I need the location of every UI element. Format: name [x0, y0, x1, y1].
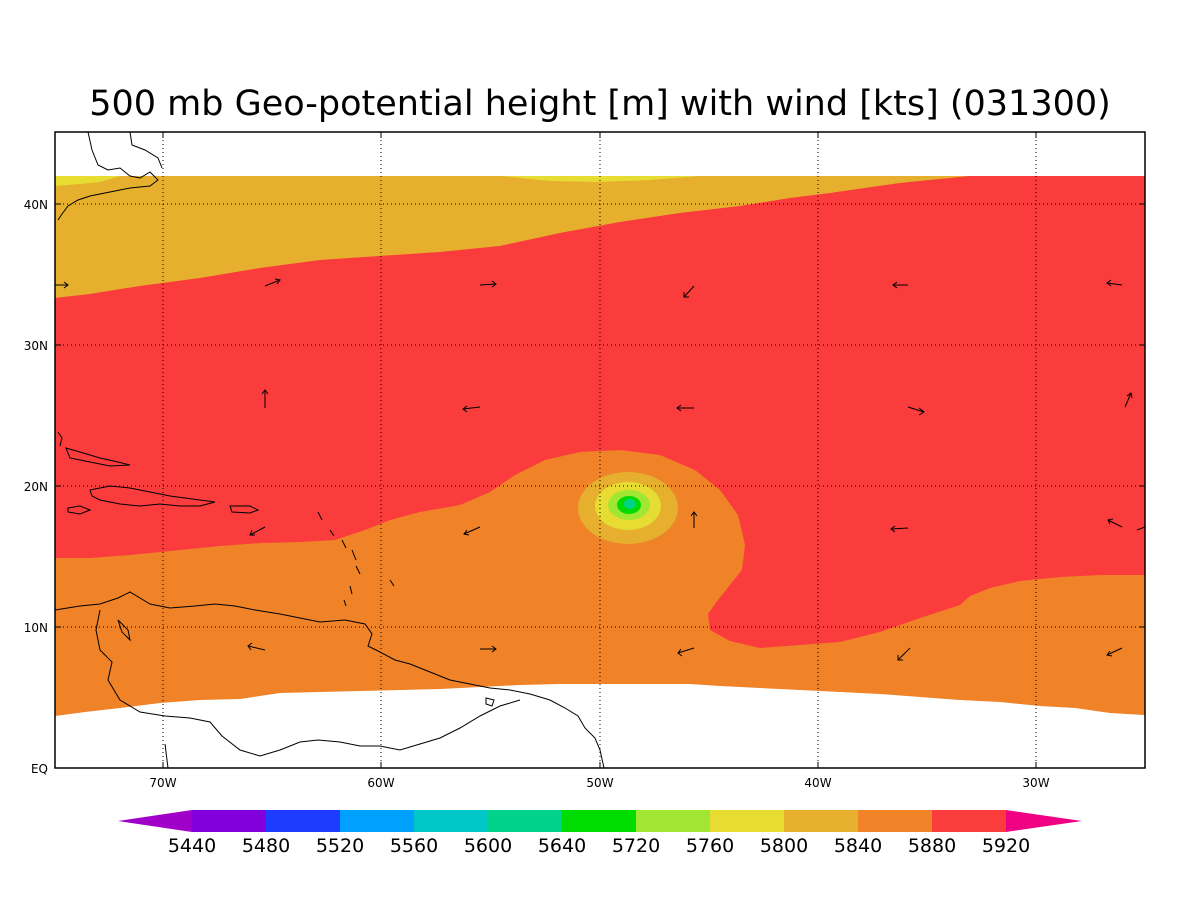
colorbar-label: 5800: [760, 835, 808, 857]
wind-arrow: [261, 389, 269, 408]
wind-arrow: [892, 281, 908, 289]
wind-arrow: [463, 526, 481, 536]
contour-5800-top: [55, 176, 120, 186]
lon-label: 40W: [804, 776, 831, 790]
colorbar-swatch: [636, 810, 711, 832]
colorbar-label: 5760: [686, 835, 734, 857]
colorbar-label: 5880: [908, 835, 956, 857]
wind-arrow: [890, 525, 909, 533]
lat-label: 20N: [24, 480, 48, 494]
colorbar-label: 5560: [390, 835, 438, 857]
colorbar-swatch: [858, 810, 933, 832]
contour-5640-low: [624, 499, 636, 509]
wind-arrow: [480, 645, 497, 653]
wind-arrow: [690, 511, 698, 528]
colorbar-label: 5600: [464, 835, 512, 857]
lat-label: EQ: [31, 762, 48, 776]
coastlines: [54, 131, 605, 769]
wind-arrow: [683, 285, 695, 298]
colorbar-swatch: [562, 810, 637, 832]
colorbar-swatch: [414, 810, 489, 832]
lat-label: 10N: [24, 621, 48, 635]
colorbar-swatch: [784, 810, 859, 832]
colorbar-label: 5440: [168, 835, 216, 857]
wind-arrow: [677, 647, 695, 657]
wind-arrow: [55, 281, 69, 289]
colorbar: 5440 5480 5520 5560 5600 5640 5720 5760 5800 5840…: [118, 810, 1082, 857]
wind-arrow: [247, 642, 266, 651]
contour-5800-top2: [500, 176, 700, 182]
wind-arrow: [1106, 279, 1123, 287]
colorbar-label: 5920: [982, 835, 1030, 857]
wind-arrow: [907, 406, 925, 416]
colorbar-label: 5720: [612, 835, 660, 857]
wind-arrow: [1136, 526, 1146, 531]
colorbar-swatch: [266, 810, 341, 832]
contour-5840: [55, 176, 970, 298]
wind-vectors: [55, 278, 1146, 661]
wind-arrow: [1107, 518, 1123, 528]
lon-label: 50W: [586, 776, 613, 790]
colorbar-swatch: [488, 810, 563, 832]
contour-5840-inner: [55, 176, 560, 223]
colorbar-label: 5520: [316, 835, 364, 857]
colorbar-swatch: [932, 810, 1007, 832]
wind-arrow: [676, 404, 694, 412]
colorbar-right-arrow: [1006, 810, 1082, 832]
colorbar-swatch: [340, 810, 415, 832]
wind-arrow: [1124, 392, 1133, 408]
colorbar-left-arrow: [118, 810, 192, 832]
wind-arrow: [249, 526, 266, 536]
colorbar-swatch: [710, 810, 785, 832]
ticks: [55, 132, 1145, 769]
wind-arrow: [264, 278, 281, 287]
lat-label: 30N: [24, 339, 48, 353]
wind-arrow: [462, 405, 481, 413]
lon-label: 60W: [367, 776, 394, 790]
map-title: 500 mb Geo-potential height [m] with win…: [89, 84, 1111, 124]
lon-label: 70W: [149, 776, 176, 790]
graticule: [55, 132, 1145, 768]
colorbar-label: 5640: [538, 835, 586, 857]
lat-label: 40N: [24, 198, 48, 212]
wind-arrow: [897, 647, 911, 661]
wind-arrow: [1106, 647, 1123, 657]
wind-arrow: [479, 280, 497, 288]
longitude-labels: 70W 60W 50W 40W 30W: [149, 776, 1049, 790]
colorbar-label: 5840: [834, 835, 882, 857]
colorbar-swatch: [192, 810, 267, 832]
lon-label: 30W: [1022, 776, 1049, 790]
latitude-labels: EQ 10N 20N 30N 40N: [24, 198, 48, 776]
colorbar-label: 5480: [242, 835, 290, 857]
